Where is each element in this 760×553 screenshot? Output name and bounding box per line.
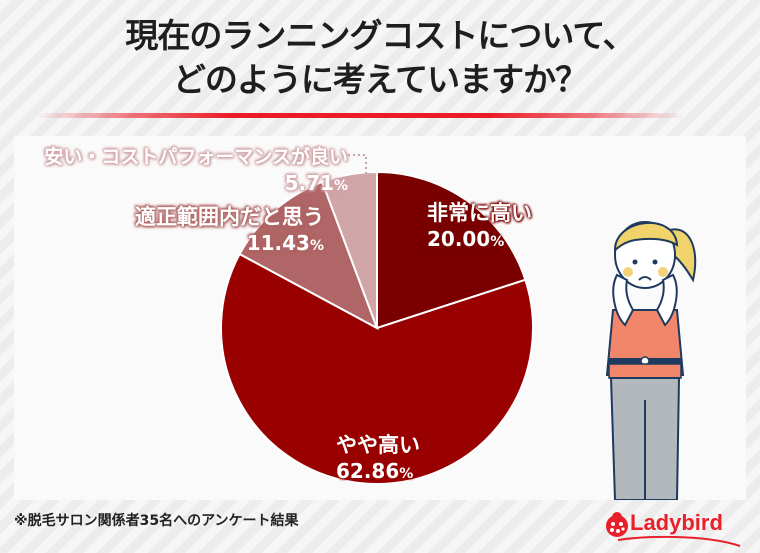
logo-text: Ladybird	[630, 510, 723, 535]
title-underline	[35, 113, 685, 118]
logo-swoosh	[617, 535, 741, 547]
ladybird-logo[interactable]: Ladybird	[604, 506, 744, 548]
pie-chart	[220, 154, 534, 485]
slice-label-appropriate: 適正範囲内だと思う 11.43%	[135, 205, 324, 255]
title-line-2: どのように考えていますか？	[172, 60, 588, 99]
slice-somewhat-high	[220, 252, 534, 485]
slice-label-cheap: 安い・コストパフォーマンスが良い 5.71%	[44, 146, 348, 195]
worried-woman-illustration	[605, 221, 697, 500]
ladybug-icon	[606, 512, 628, 537]
slice-appropriate	[238, 180, 379, 331]
slice-cheap	[320, 170, 378, 329]
chart-title: 現在のランニングコストについて、 どのように考えていますか？	[0, 14, 760, 102]
leader-line	[348, 154, 367, 176]
slice-label-somewhat-high: やや高い 62.86%	[336, 433, 420, 483]
survey-footnote: ※脱毛サロン関係者35名へのアンケート結果	[14, 513, 299, 529]
slice-very-high	[376, 170, 527, 330]
slice-label-very-high: 非常に高い 20.00%	[427, 201, 532, 251]
title-line-1: 現在のランニングコストについて、	[125, 16, 635, 55]
